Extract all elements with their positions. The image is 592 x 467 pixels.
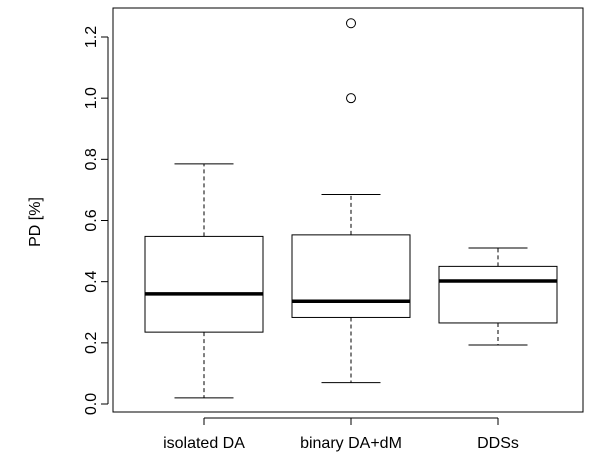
box-group — [144, 163, 264, 399]
y-axis-label: PD [%] — [27, 197, 44, 247]
y-tick-label: 0.2 — [83, 332, 100, 354]
x-axis: isolated DA binary DA+dM DDSs — [163, 417, 519, 452]
outlier-point — [346, 93, 356, 104]
y-tick-label: 0.4 — [83, 270, 100, 292]
y-tick-label: 1.2 — [83, 26, 100, 48]
y-axis: 0.0 0.2 0.4 0.6 0.8 1.0 1.2 — [83, 26, 109, 415]
y-tick-label: 0.0 — [83, 393, 100, 415]
boxes — [144, 18, 558, 399]
box-iqr — [144, 235, 264, 333]
x-tick-label: isolated DA — [163, 435, 245, 452]
outlier-point — [346, 18, 356, 29]
box-group — [438, 247, 558, 346]
box-iqr — [438, 265, 558, 324]
y-tick-label: 0.6 — [83, 209, 100, 231]
plot-frame — [112, 7, 584, 413]
x-tick-label: DDSs — [477, 435, 519, 452]
box-iqr — [291, 234, 411, 318]
x-tick-label: binary DA+dM — [300, 435, 402, 452]
box-group — [291, 18, 411, 384]
y-tick-label: 0.8 — [83, 148, 100, 170]
y-tick-label: 1.0 — [83, 87, 100, 109]
